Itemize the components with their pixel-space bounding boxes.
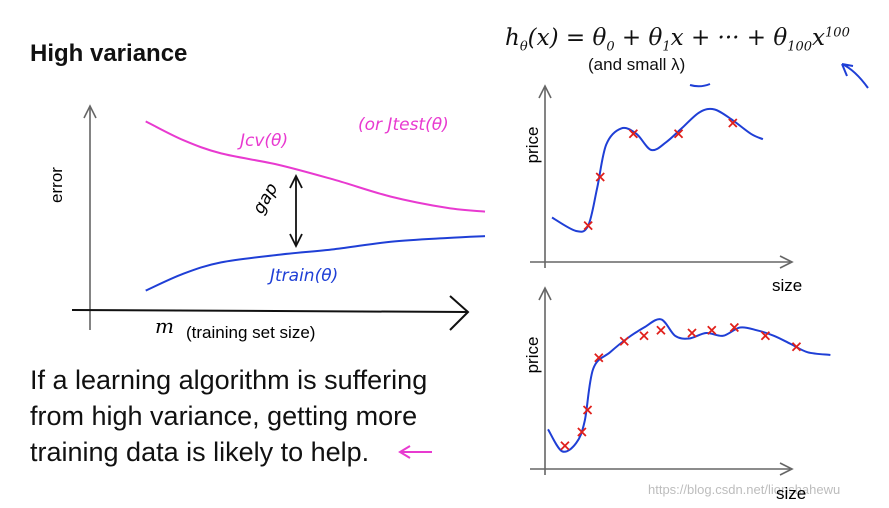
bottom-fit-curve bbox=[547, 318, 831, 453]
data-point-marker bbox=[729, 322, 739, 333]
cv-error-curve bbox=[145, 120, 486, 213]
lambda-underline bbox=[689, 83, 711, 88]
formula-pointer-arrow bbox=[841, 63, 869, 89]
data-point-marker bbox=[595, 172, 605, 182]
top-ylabel: price bbox=[523, 127, 542, 164]
data-point-marker bbox=[594, 353, 604, 363]
bottom-ylabel: price bbox=[523, 337, 542, 374]
data-point-marker bbox=[707, 325, 717, 335]
formula-plus: + bbox=[614, 25, 649, 51]
price-chart-top: price size bbox=[523, 84, 802, 295]
lc-xlabel-text: (training set size) bbox=[186, 323, 315, 342]
data-point-marker bbox=[583, 220, 593, 231]
train-label: Jtrain(θ) bbox=[267, 266, 338, 286]
data-point-marker bbox=[673, 129, 684, 139]
cv-label: Jcv(θ) bbox=[237, 131, 288, 151]
top-y-arrow bbox=[538, 84, 552, 99]
bottom-y-arrow bbox=[538, 286, 552, 301]
formula-sub0: 0 bbox=[606, 39, 615, 55]
data-point-marker bbox=[619, 336, 629, 346]
formula-sup100: 100 bbox=[825, 25, 850, 41]
lc-y-axis-arrow bbox=[83, 104, 97, 119]
top-xlabel: size bbox=[772, 276, 802, 295]
data-point-marker bbox=[639, 331, 649, 341]
data-point-marker bbox=[791, 342, 802, 352]
train-error-curve bbox=[145, 235, 486, 292]
top-x-arrow bbox=[779, 255, 794, 269]
lc-x-axis bbox=[71, 309, 469, 313]
bottom-x-arrow bbox=[779, 462, 794, 476]
formula-h: h bbox=[505, 25, 520, 51]
test-label: (or Jtest(θ) bbox=[358, 115, 449, 135]
conclusion-pointer-arrow bbox=[398, 445, 432, 459]
top-data-points bbox=[583, 118, 738, 231]
formula-sub100: 100 bbox=[787, 39, 813, 55]
gap-arrow-heads bbox=[289, 173, 303, 249]
data-point-marker bbox=[577, 427, 587, 437]
data-point-marker bbox=[687, 328, 697, 338]
formula-x1: x + ··· + bbox=[670, 25, 774, 51]
slide-title: High variance bbox=[30, 40, 188, 67]
data-point-marker bbox=[582, 405, 593, 415]
price-chart-bottom: price size bbox=[523, 286, 831, 503]
lc-xlabel-symbol: m bbox=[155, 314, 174, 338]
lc-ylabel: error bbox=[47, 167, 66, 203]
data-point-marker bbox=[760, 331, 771, 341]
formula-sub1: 1 bbox=[662, 39, 671, 55]
formula-theta1: θ bbox=[648, 25, 663, 51]
lc-x-axis-arrow bbox=[449, 295, 470, 331]
formula-note: (and small λ) bbox=[588, 55, 686, 74]
formula-theta100: θ bbox=[773, 25, 788, 51]
hypothesis-formula: hθ(x) = θ0 + θ1x + ··· + θ100x100 bbox=[505, 25, 850, 55]
data-point-marker bbox=[656, 325, 666, 335]
formula-h-sub: θ bbox=[519, 39, 528, 55]
watermark: https://blog.csdn.net/lionshahewu bbox=[648, 482, 841, 497]
formula-x: (x) = bbox=[527, 25, 593, 51]
bottom-xlabel: size bbox=[776, 484, 806, 503]
learning-curve-chart: error m (training set size) Jcv(θ) (or J… bbox=[47, 104, 486, 342]
conclusion-text: If a learning algorithm is suffering fro… bbox=[30, 365, 428, 467]
top-fit-curve bbox=[551, 107, 764, 233]
formula-theta0: θ bbox=[592, 25, 607, 51]
data-point-marker bbox=[628, 129, 638, 139]
gap-label: gap bbox=[249, 180, 282, 218]
data-point-marker bbox=[728, 118, 738, 128]
data-point-marker bbox=[560, 441, 570, 451]
formula-x100: x bbox=[812, 25, 826, 51]
bottom-data-points bbox=[560, 322, 802, 451]
